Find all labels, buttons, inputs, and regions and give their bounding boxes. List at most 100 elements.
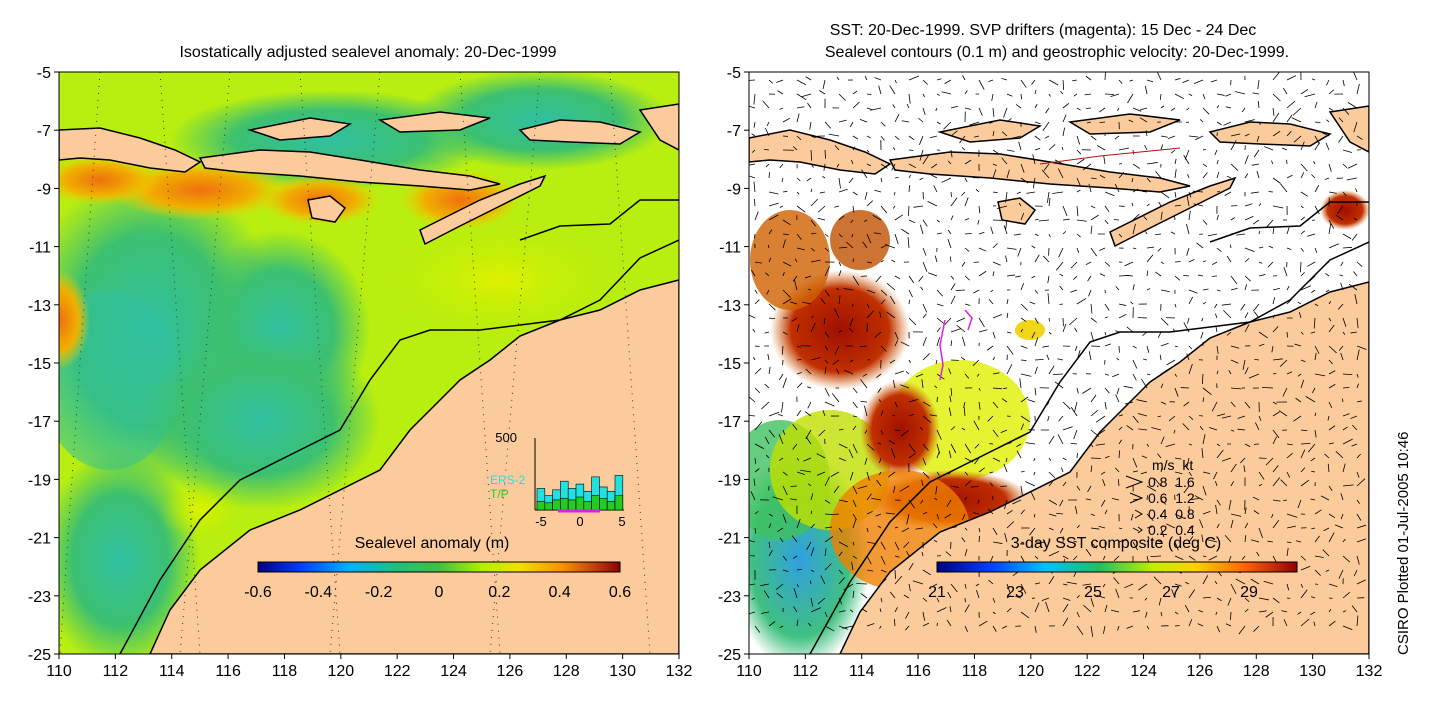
x-tick-label: 120 (1017, 663, 1044, 680)
y-tick-label: -23 (28, 589, 51, 606)
land-mass (59, 103, 679, 654)
right-panel-title-line1: SST: 20-Dec-1999. SVP drifters (magenta)… (830, 22, 1257, 39)
left-panel-title: Isostatically adjusted sealevel anomaly:… (179, 44, 556, 61)
x-tick-label: 122 (1074, 663, 1101, 680)
left-colorbar-label: Sealevel anomaly (m) (355, 535, 510, 552)
colorbar-tick-label: 25 (1084, 584, 1102, 601)
colorbar-tick-label: -0.2 (365, 584, 393, 601)
inset-xtick-5: 5 (618, 514, 625, 529)
x-tick-label: 122 (384, 663, 411, 680)
velocity-key-row-1: 0.6 1.2 (1148, 490, 1195, 506)
velocity-key-row-0: 0.8 1.6 (1148, 474, 1195, 490)
y-tick-label: -19 (28, 472, 51, 489)
y-tick-label: -5 (727, 65, 741, 82)
y-tick-label: -13 (28, 298, 51, 315)
x-tick-label: 132 (666, 663, 693, 680)
inset-bar-tp (591, 495, 600, 511)
inset-xtick-neg5: -5 (535, 514, 547, 529)
x-tick-label: 120 (327, 663, 354, 680)
y-tick-label: -17 (28, 414, 51, 431)
right-colorbar-label: 3-day SST composite (deg C) (1011, 535, 1221, 552)
y-tick-label: -7 (37, 123, 51, 140)
inset-ymax-label: 500 (495, 430, 517, 445)
colorbar-tick-label: 0.4 (549, 584, 571, 601)
inset-bar-tp (606, 501, 616, 511)
drifter-track-north (1039, 147, 1181, 165)
sst-patches (749, 190, 1369, 654)
colorbar-tick-label: -0.6 (244, 584, 272, 601)
sealevel-anomaly-map (59, 72, 679, 654)
x-tick-label: 126 (497, 663, 524, 680)
inset-bar-tp (614, 495, 624, 511)
colorbar-tick-label: 0.6 (609, 584, 631, 601)
sst-map (749, 72, 1369, 654)
y-tick-label: -21 (28, 531, 51, 548)
drifter-track (939, 319, 946, 381)
colorbar-tick-label: 0 (435, 584, 444, 601)
inset-bar-tp (560, 498, 569, 511)
track-count-inset: 500 ERS-2 T/P -5 0 5 (490, 430, 626, 529)
shelf-contour (119, 239, 679, 654)
y-tick-label: -17 (718, 414, 741, 431)
inset-xtick-0: 0 (576, 514, 583, 529)
y-tick-label: -5 (37, 65, 51, 82)
right-colorbar-ticks: 21 23 25 27 29 (928, 584, 1258, 601)
right-y-axis: -5 -7 -9 -11 -13 -15 -17 -19 -21 -23 -25 (718, 65, 749, 664)
y-tick-label: -15 (718, 356, 741, 373)
x-tick-label: 114 (849, 663, 875, 680)
velocity-key-row-3: 0.2 0.4 (1148, 522, 1195, 538)
colorbar-tick-label: 29 (1240, 584, 1258, 601)
y-tick-label: -21 (718, 531, 741, 548)
y-tick-label: -19 (718, 472, 741, 489)
inset-bar-tp (536, 501, 546, 511)
inset-bar-tp (552, 499, 561, 511)
inset-bar-tp (583, 501, 592, 511)
x-tick-label: 130 (1299, 663, 1326, 680)
sst-colorbar (936, 561, 1298, 573)
x-tick-label: 118 (272, 663, 298, 680)
x-tick-label: 128 (553, 663, 580, 680)
land-mass (749, 105, 1369, 654)
y-tick-label: -15 (28, 356, 51, 373)
colorbar-tick-label: 27 (1162, 584, 1180, 601)
inset-bar-tp (544, 502, 553, 511)
left-colorbar-ticks: -0.6 -0.4 -0.2 0 0.2 0.4 0.6 (244, 584, 631, 601)
x-tick-label: 126 (1187, 663, 1214, 680)
sealevel-colorbar (257, 561, 621, 573)
inset-legend-ers2: ERS-2 (490, 473, 526, 487)
velocity-key: m/s kt 0.8 1.6 0.6 1.2 0.4 0.8 0.2 0.4 (1125, 457, 1195, 538)
x-tick-label: 118 (962, 663, 988, 680)
x-tick-label: 116 (905, 663, 931, 680)
velocity-key-row-2: 0.4 0.8 (1148, 506, 1195, 522)
y-tick-label: -7 (727, 123, 741, 140)
inset-bar-tp (575, 496, 585, 511)
inset-bar-tp (567, 499, 577, 511)
colorbar-tick-label: 23 (1006, 584, 1024, 601)
credit-label: CSIRO Plotted 01-Jul-2005 10:46 (1395, 432, 1412, 655)
colorbar-tick-label: -0.4 (305, 584, 333, 601)
x-tick-label: 132 (1356, 663, 1383, 680)
colorbar-tick-label: 0.2 (488, 584, 510, 601)
x-tick-label: 112 (793, 663, 819, 680)
y-tick-label: -9 (37, 181, 51, 198)
right-x-axis: 110 112 114 116 118 120 122 124 126 128 130 132 (736, 654, 1382, 680)
left-x-axis: 110 112 114 116 118 120 122 124 126 128 130 132 (46, 654, 692, 680)
x-tick-label: 124 (1130, 663, 1157, 680)
x-tick-label: 112 (103, 663, 129, 680)
colorbar-tick-label: 21 (928, 584, 946, 601)
x-tick-label: 114 (159, 663, 185, 680)
y-tick-label: -11 (719, 240, 741, 257)
y-tick-label: -25 (28, 647, 51, 664)
right-panel-title-line2: Sealevel contours (0.1 m) and geostrophi… (825, 44, 1289, 61)
x-tick-label: 116 (215, 663, 241, 680)
velocity-key-header: m/s kt (1152, 457, 1193, 473)
inset-legend-tp: T/P (490, 487, 509, 501)
x-tick-label: 124 (440, 663, 467, 680)
y-tick-label: -25 (718, 647, 741, 664)
x-tick-label: 110 (736, 663, 762, 680)
left-y-axis: -5 -7 -9 -11 -13 -15 -17 -19 -21 -23 -25 (28, 65, 59, 664)
x-tick-label: 110 (46, 663, 72, 680)
y-tick-label: -23 (718, 589, 741, 606)
x-tick-label: 128 (1243, 663, 1270, 680)
